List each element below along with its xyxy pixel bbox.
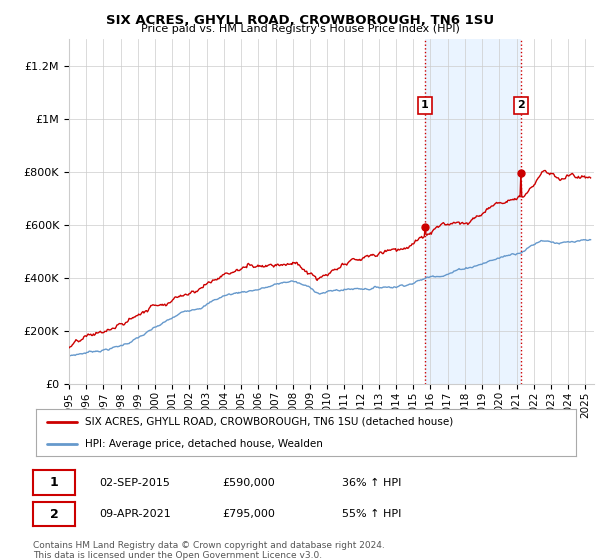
Text: 1: 1 xyxy=(50,476,58,489)
Text: £590,000: £590,000 xyxy=(222,478,275,488)
Text: 36% ↑ HPI: 36% ↑ HPI xyxy=(342,478,401,488)
Text: SIX ACRES, GHYLL ROAD, CROWBOROUGH, TN6 1SU (detached house): SIX ACRES, GHYLL ROAD, CROWBOROUGH, TN6 … xyxy=(85,417,453,427)
Text: £795,000: £795,000 xyxy=(222,509,275,519)
Text: 2: 2 xyxy=(50,507,58,521)
Text: 1: 1 xyxy=(421,100,428,110)
Text: 09-APR-2021: 09-APR-2021 xyxy=(99,509,171,519)
Bar xyxy=(425,39,521,384)
Text: 02-SEP-2015: 02-SEP-2015 xyxy=(99,478,170,488)
Text: SIX ACRES, GHYLL ROAD, CROWBOROUGH, TN6 1SU: SIX ACRES, GHYLL ROAD, CROWBOROUGH, TN6 … xyxy=(106,14,494,27)
Text: Contains HM Land Registry data © Crown copyright and database right 2024.
This d: Contains HM Land Registry data © Crown c… xyxy=(33,541,385,560)
Text: 55% ↑ HPI: 55% ↑ HPI xyxy=(342,509,401,519)
Text: Price paid vs. HM Land Registry's House Price Index (HPI): Price paid vs. HM Land Registry's House … xyxy=(140,24,460,34)
Text: 2: 2 xyxy=(517,100,525,110)
Text: HPI: Average price, detached house, Wealden: HPI: Average price, detached house, Weal… xyxy=(85,438,322,449)
